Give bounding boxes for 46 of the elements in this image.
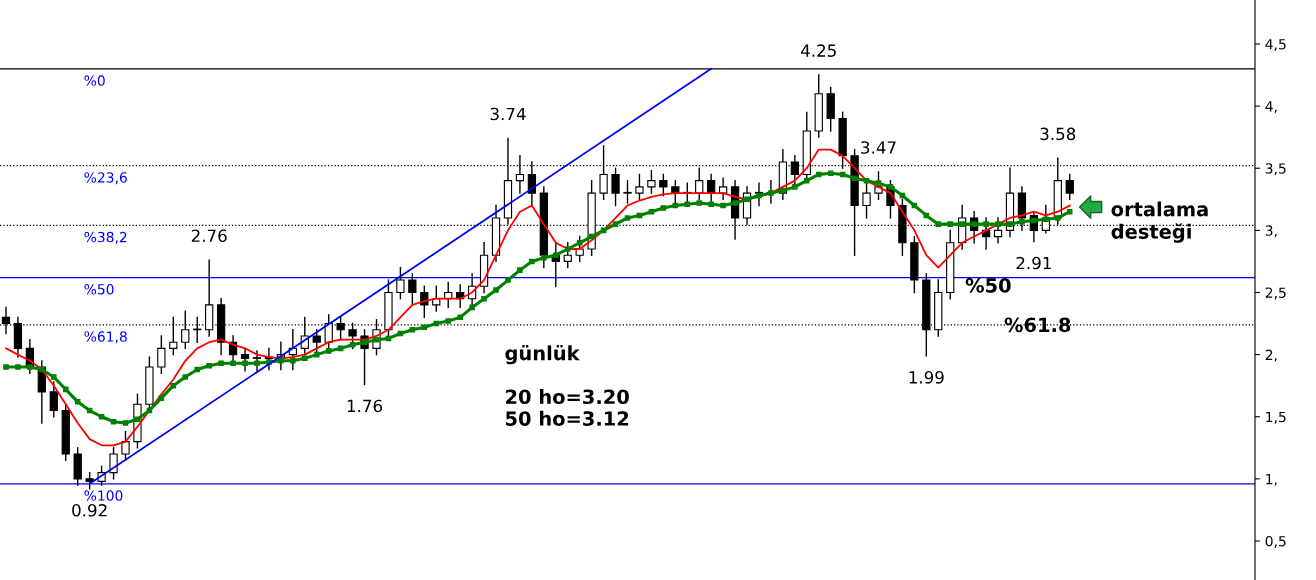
candlestick [647,170,656,194]
candlestick [611,167,620,207]
candlestick [993,217,1003,244]
candlestick [575,235,584,263]
candlestick [408,273,417,306]
annotation: %61.8 [1004,317,1071,333]
candlestick [252,350,262,372]
annotation: %61,8 [84,331,127,344]
y-tick-label: 3, [1265,225,1277,238]
candlestick [157,335,166,374]
annotation: %38,2 [84,231,127,244]
candlestick [121,430,130,461]
y-tick-label: 1, [1266,474,1277,486]
candlestick [109,447,118,480]
annotation: 3.47 [861,141,896,154]
y-tick-label: 0,5 [1265,535,1286,548]
y-tick-label: 1,5 [1266,411,1286,424]
candlestick [396,266,405,300]
annotation: %0 [84,75,105,86]
annotation: 2.76 [191,229,227,243]
candlestick [563,242,572,269]
annotation: 1.76 [347,399,383,413]
candlestick [49,381,58,418]
annotation: 3.74 [490,107,526,121]
y-tick-label: 4, [1265,101,1277,113]
annotation: %100 [84,490,123,501]
annotation: 1.99 [909,371,944,384]
annotation: %50 [84,284,114,295]
candlestick [420,285,429,319]
y-tick-label: 3,5 [1265,163,1286,176]
y-tick-label: 2, [1265,349,1277,362]
candlestick [1065,173,1074,200]
candlestick [623,179,632,204]
y-tick-label: 2,5 [1265,287,1286,300]
annotation: 3.58 [1040,127,1076,141]
candlestick [635,173,644,200]
candlestick [659,173,668,197]
annotation: %23,6 [84,172,127,185]
candlestick [240,347,250,372]
y-tick-label: 4,5 [1265,39,1286,51]
annotation: 0.92 [72,504,107,517]
annotation: %50 [965,278,1011,293]
annotation: 4.25 [801,44,836,57]
text: ortalama desteği [1111,201,1208,243]
annotation: 2.91 [1016,256,1051,270]
text: günlük 20 ho=3.20 50 ho=3.12 [505,345,629,426]
